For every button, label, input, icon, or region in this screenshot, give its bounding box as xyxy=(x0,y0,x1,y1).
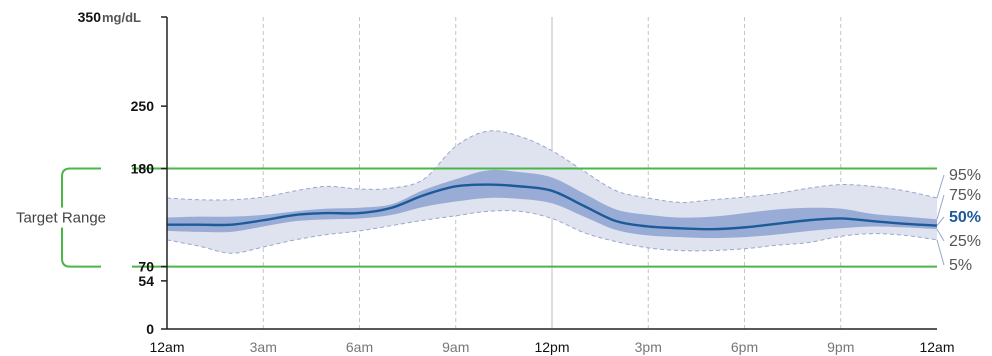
y-tick-label-350: 350 xyxy=(78,9,102,25)
target-range: Target Range xyxy=(6,167,937,268)
x-tick-label-12am: 12am xyxy=(149,339,184,355)
y-tick-label-70: 70 xyxy=(138,259,154,275)
band-25-75 xyxy=(167,169,937,239)
percentile-label-75%: 75% xyxy=(949,187,981,204)
leader-95% xyxy=(936,174,945,199)
percentile-label-25%: 25% xyxy=(949,233,981,250)
leader-25% xyxy=(936,228,945,242)
percentile-label-5%: 5% xyxy=(949,257,972,274)
x-tick-label-12pm: 12pm xyxy=(534,339,569,355)
y-tick-label-180: 180 xyxy=(131,161,155,177)
series-50-line xyxy=(167,183,938,231)
x-tick-label-3am: 3am xyxy=(250,339,277,355)
series-5-line xyxy=(166,210,938,254)
leader-5% xyxy=(936,239,945,266)
x-tick-label-3pm: 3pm xyxy=(635,339,662,355)
x-tick-label-12am: 12am xyxy=(919,339,954,355)
percentile-label-95%: 95% xyxy=(949,167,981,184)
leader-75% xyxy=(936,194,945,220)
percentile-label-50%: 50% xyxy=(949,209,981,226)
series-95-line xyxy=(166,130,938,203)
target-range-label-bg xyxy=(6,207,116,228)
leader-50% xyxy=(936,216,945,226)
x-tick-label-9am: 9am xyxy=(442,339,469,355)
y-tick-label-250: 250 xyxy=(131,98,155,114)
y-tick-label-54: 54 xyxy=(138,273,154,289)
target-range-label: Target Range xyxy=(16,210,106,227)
y-unit-label: mg/dL xyxy=(102,10,141,25)
x-tick-label-9pm: 9pm xyxy=(827,339,854,355)
y-tick-label-0: 0 xyxy=(146,321,154,337)
x-tick-label-6am: 6am xyxy=(346,339,373,355)
percentile-bands xyxy=(166,130,938,254)
x-tick-label-6pm: 6pm xyxy=(731,339,758,355)
percentile-labels: 95% 75% 50% 25% 5% xyxy=(936,167,981,274)
